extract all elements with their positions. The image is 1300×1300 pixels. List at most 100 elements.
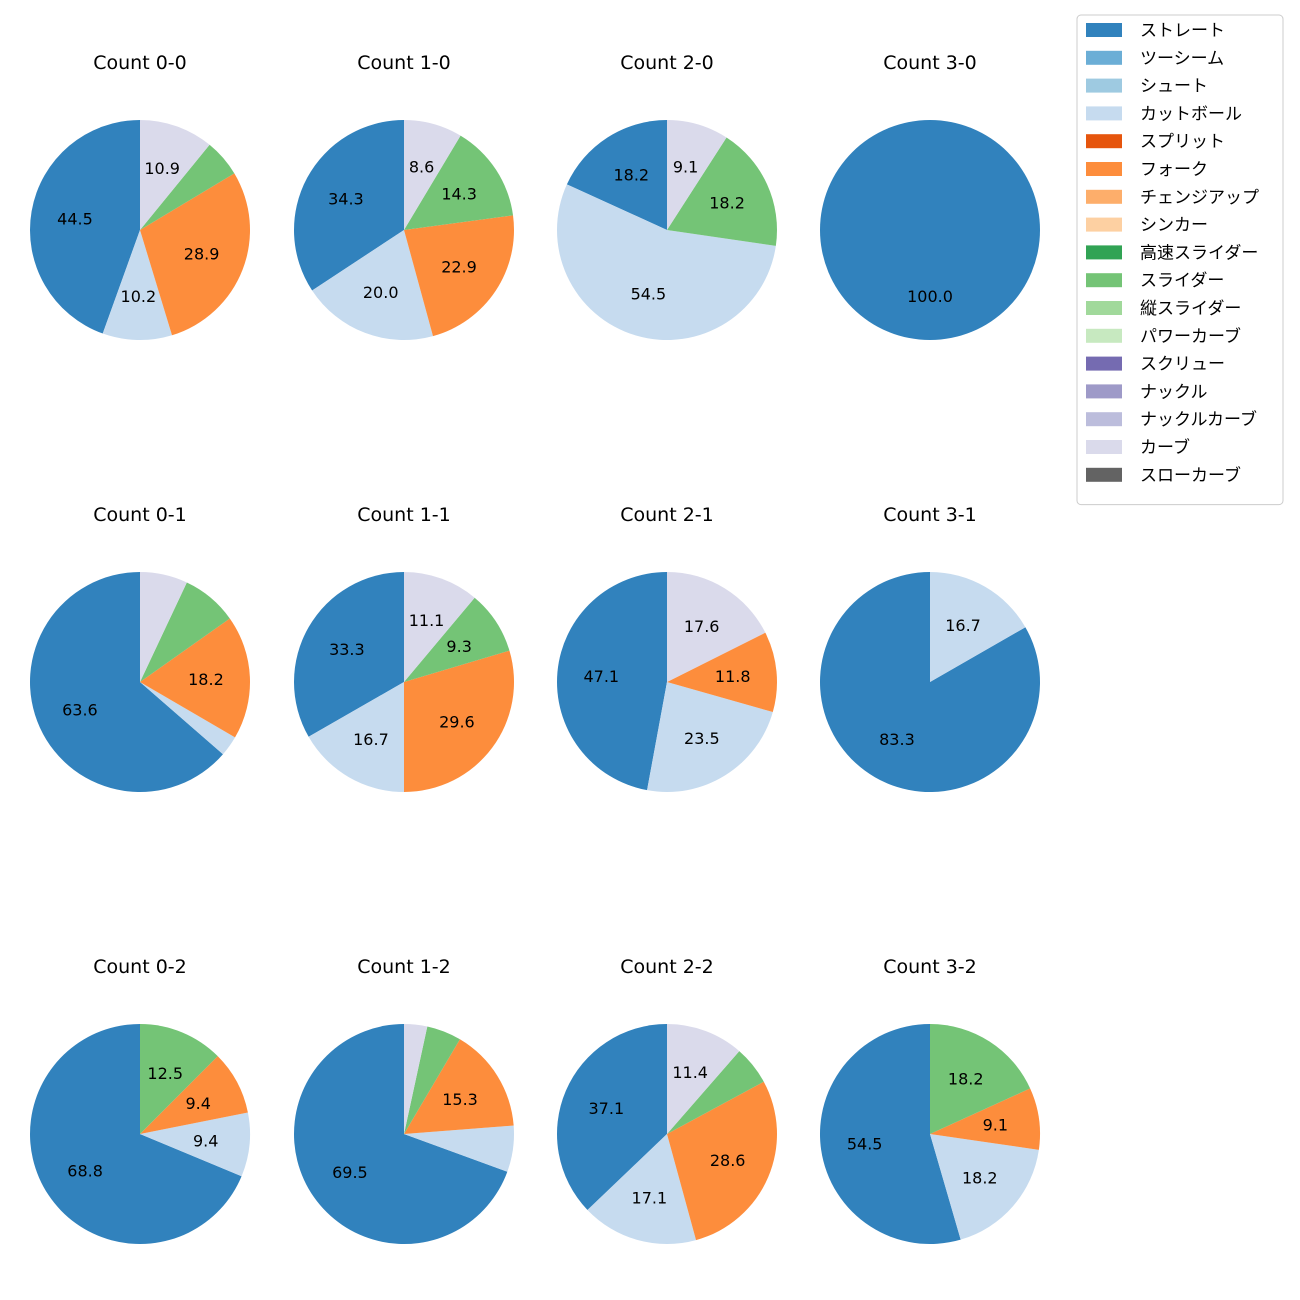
slice-1 [29,120,141,334]
pie-title: Count 2-0 [620,52,714,74]
slice-label: 14.3 [441,185,477,204]
slice-3 [404,650,515,792]
legend-frame [1076,14,1284,506]
legend-swatch [1086,189,1122,204]
legend-swatch [1086,356,1122,371]
slice-2 [930,1134,1039,1240]
slice-label: 37.1 [589,1099,625,1118]
slice-2 [647,682,773,792]
pie-title: Count 0-1 [93,504,187,526]
legend-item: 縦スライダー [1086,299,1241,319]
slice-1 [29,572,223,792]
slice-1 [293,1024,508,1244]
slice-label: 33.3 [329,640,365,659]
legend-item: 高速スライダー [1086,243,1258,263]
slice-label: 11.1 [409,611,445,630]
slice-4 [404,1026,460,1134]
pie-count-0-2: Count 0-268.89.49.412.5 [30,956,251,1244]
slice-label: 29.6 [439,712,475,731]
legend-swatch [1086,245,1122,260]
legend-label: フォーク [1140,160,1208,180]
slice-label: 10.9 [144,159,180,178]
legend-swatch [1086,384,1122,399]
legend-item: ストレート [1086,21,1225,41]
slice-2 [404,1125,514,1172]
slice-label: 22.9 [441,257,477,276]
slice-label: 69.5 [332,1163,368,1182]
slice-3 [667,137,777,246]
slice-1 [294,120,404,291]
legend-label: カットボール [1140,104,1242,124]
slice-5 [140,120,210,230]
slice-label: 9.1 [673,158,698,177]
slice-label: 18.2 [709,194,745,213]
legend-swatch [1086,50,1122,65]
legend-swatch [1086,412,1122,427]
legend-item: ナックルカーブ [1086,409,1257,430]
slice-label: 28.6 [710,1151,746,1170]
slice-2 [930,572,1026,682]
legend-swatch [1086,301,1122,315]
legend-swatch [1086,78,1122,93]
legend-swatch [1086,467,1122,482]
pie-count-3-0: Count 3-0 100.0 [820,52,1040,340]
legend-item: スプリット [1086,132,1225,152]
slice-3 [140,618,250,738]
pie-count-1-1: Count 1-1 33.3 16.7 29.6 9.311.1 [293,504,515,792]
slice-2 [102,230,173,341]
legend-label: スクリュー [1140,355,1225,375]
slice-2 [140,682,236,755]
legend-item: ナックル [1086,382,1208,402]
slice-1 [820,572,1041,792]
legend-label: ツーシーム [1140,49,1224,69]
pie-title: Count 0-2 [93,956,187,978]
pie-title: Count 3-0 [883,52,977,74]
slice-label: 9.4 [185,1094,210,1113]
legend-swatch [1086,23,1122,37]
slice-1 [820,120,1040,340]
slice-3 [667,632,777,713]
pie-count-0-1: Count 0-1 63.6 18.2 [29,504,250,792]
slice-label: 17.6 [684,617,720,636]
legend-label: カーブ [1140,437,1190,458]
legend-label: ナックルカーブ [1140,409,1257,430]
legend-item: チェンジアップ [1086,188,1259,208]
slice-label: 100.0 [907,287,953,306]
slice-label: 20.0 [363,283,399,302]
slice-4 [140,582,230,682]
legend-item: スライダー [1086,271,1224,291]
slice-2 [308,682,404,792]
slice-1 [556,571,667,791]
slice-label: 18.2 [613,166,649,185]
legend-item: スローカーブ [1086,465,1241,486]
slice-3 [404,215,514,337]
slice-3 [667,1081,777,1241]
slice-label: 68.8 [67,1162,103,1181]
slice-4 [667,1051,764,1134]
slice-label: 63.6 [62,700,98,719]
pie-count-2-0: Count 2-0 18.2 54.5 18.2 9.1 [556,52,777,341]
pie-count-2-2: Count 2-2 37.1 17.1 28.6 11.4 [557,956,777,1244]
pie-title: Count 3-1 [883,504,977,526]
slice-3 [404,1039,514,1134]
pie-title: Count 1-1 [357,504,451,526]
legend-swatch [1086,440,1122,454]
slice-5 [404,120,461,230]
pie-count-1-2: Count 1-2 69.5 15.3 [293,956,514,1244]
legend-item: シュート [1086,77,1208,97]
slice-label: 18.2 [962,1168,998,1187]
slice-label: 18.2 [188,670,224,689]
legend-label: スライダー [1140,271,1224,291]
pie-panels: Count 0-0 44.5 10.2 28.9 10.9 Count 1-0 34.3 20… [29,52,1041,1244]
pie-count-0-0: Count 0-0 44.5 10.2 28.9 10.9 [29,52,251,341]
slice-4 [930,1024,1031,1134]
legend-label: スプリット [1140,132,1225,152]
slice-1 [566,120,667,230]
slice-2 [587,1134,697,1244]
slice-label: 9.4 [193,1132,218,1151]
slice-5 [404,1024,428,1134]
slice-2 [556,184,776,341]
slice-5 [404,572,475,682]
legend-swatch [1086,106,1122,121]
legend-swatch [1086,162,1122,176]
